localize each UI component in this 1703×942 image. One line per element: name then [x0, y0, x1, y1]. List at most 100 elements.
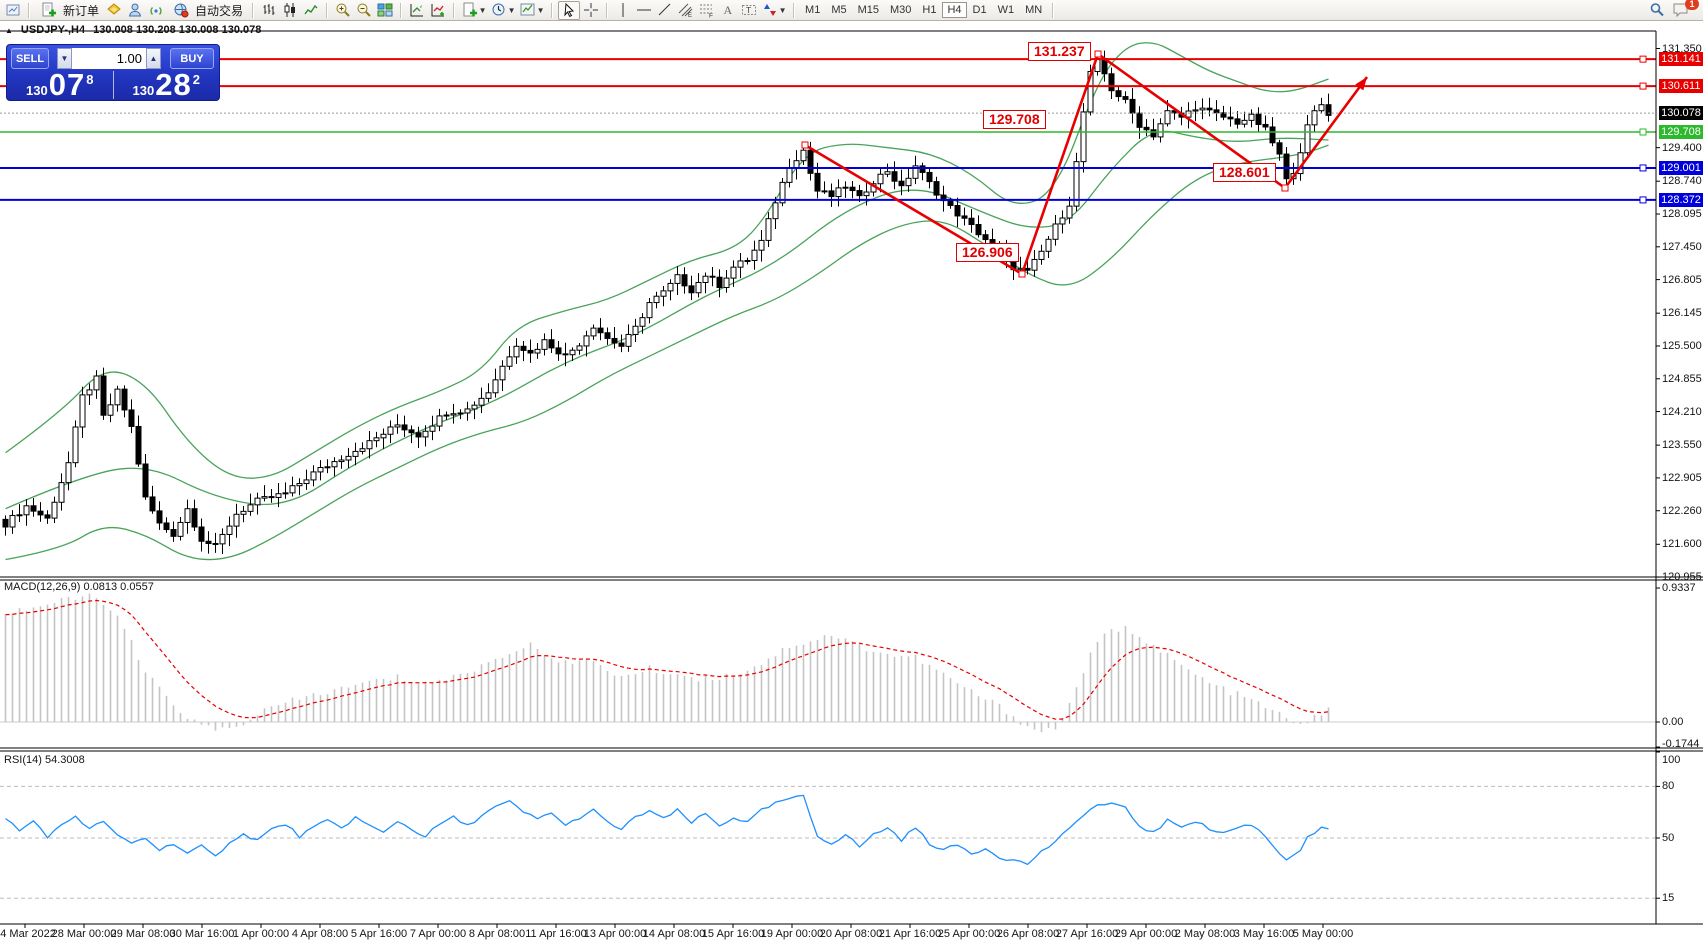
- time-label[interactable]: 28 Mar 00:00: [51, 928, 117, 940]
- time-label[interactable]: 5 May 00:00: [1292, 928, 1354, 940]
- time-label[interactable]: 5 Apr 16:00: [350, 928, 408, 940]
- time-label[interactable]: 3 May 16:00: [1233, 928, 1295, 940]
- price-callout-128.601[interactable]: 128.601: [1213, 163, 1276, 182]
- indicator-window-icon[interactable]: [407, 2, 427, 19]
- time-label[interactable]: 24 Mar 2022: [0, 928, 56, 940]
- buy-button[interactable]: BUY: [170, 48, 214, 69]
- horizontal-lines[interactable]: [0, 55, 1656, 204]
- timeframe-d1-button[interactable]: D1: [968, 2, 992, 18]
- autotrading-button[interactable]: 自动交易: [167, 1, 247, 19]
- horizontal-line-tool-icon[interactable]: [634, 2, 654, 19]
- new-order-button[interactable]: 新订单: [35, 1, 103, 19]
- volume-input[interactable]: [72, 48, 146, 69]
- price-tick[interactable]: 126.145: [1662, 307, 1702, 320]
- timeframe-m15-button[interactable]: M15: [853, 2, 884, 18]
- template-icon[interactable]: ▼: [518, 2, 546, 19]
- price-tick[interactable]: 122.260: [1662, 504, 1702, 517]
- signal-icon[interactable]: [146, 2, 166, 19]
- time-label[interactable]: 8 Apr 08:00: [468, 928, 526, 940]
- sell-button[interactable]: SELL: [11, 48, 49, 69]
- time-label[interactable]: 7 Apr 00:00: [409, 928, 467, 940]
- time-label[interactable]: 20 Apr 08:00: [819, 928, 883, 940]
- price-tick[interactable]: 122.905: [1662, 471, 1702, 484]
- volume-control: ▼ ▲: [57, 48, 161, 69]
- collapse-icon[interactable]: ▲: [5, 25, 13, 35]
- cursor-icon[interactable]: [558, 0, 581, 20]
- macd-scale-0.00[interactable]: 0.00: [1662, 716, 1684, 728]
- line-chart-icon[interactable]: [301, 2, 321, 19]
- macd-scale--0.1744[interactable]: -0.1744: [1662, 738, 1700, 750]
- price-tick[interactable]: 123.550: [1662, 439, 1702, 452]
- timeframe-h4-button[interactable]: H4: [942, 2, 967, 18]
- chart-window-icon[interactable]: [3, 2, 23, 19]
- price-tick[interactable]: 125.500: [1662, 339, 1702, 352]
- notifications-icon[interactable]: 1: [1668, 0, 1699, 19]
- channel-tool-icon[interactable]: E: [676, 2, 696, 19]
- price-callout-131.237[interactable]: 131.237: [1028, 42, 1091, 61]
- time-label[interactable]: 4 Apr 08:00: [291, 928, 349, 940]
- price-tick[interactable]: 131.350: [1662, 42, 1702, 55]
- tile-windows-icon[interactable]: [375, 2, 395, 19]
- buy-price[interactable]: 130 28 2: [114, 69, 220, 100]
- time-label[interactable]: 14 Apr 08:00: [642, 928, 706, 940]
- timeframe-mn-button[interactable]: MN: [1020, 2, 1047, 18]
- autotrading-icon: [171, 2, 191, 19]
- timeframe-m30-button[interactable]: M30: [885, 2, 916, 18]
- volume-decrease-button[interactable]: ▼: [57, 48, 72, 69]
- timeframe-h1-button[interactable]: H1: [917, 2, 941, 18]
- price-tick[interactable]: 124.855: [1662, 372, 1702, 385]
- time-label[interactable]: 1 Apr 00:00: [232, 928, 290, 940]
- time-label[interactable]: 2 May 08:00: [1174, 928, 1236, 940]
- rsi-scale-80[interactable]: 80: [1662, 780, 1675, 793]
- time-label[interactable]: 11 Apr 16:00: [525, 928, 587, 940]
- price-tick[interactable]: 120.955: [1662, 571, 1702, 584]
- fibonacci-tool-icon[interactable]: F: [697, 2, 717, 19]
- trendline-tool-icon[interactable]: [655, 2, 675, 19]
- time-label[interactable]: 25 Apr 00:00: [937, 928, 1001, 940]
- label-tool-icon[interactable]: T: [739, 2, 759, 19]
- vertical-line-tool-icon[interactable]: [613, 2, 633, 19]
- timeframe-m5-button[interactable]: M5: [826, 2, 851, 18]
- rsi-scale-100[interactable]: 100: [1662, 754, 1681, 766]
- time-label[interactable]: 26 Apr 08:00: [996, 928, 1060, 940]
- price-tick[interactable]: 128.095: [1662, 208, 1702, 221]
- add-indicator-icon[interactable]: ▼: [460, 2, 488, 19]
- time-label[interactable]: 13 Apr 00:00: [583, 928, 647, 940]
- time-label[interactable]: 29 Mar 08:00: [110, 928, 176, 940]
- price-callout-126.906[interactable]: 126.906: [956, 243, 1019, 262]
- price-callout-129.708[interactable]: 129.708: [983, 110, 1046, 129]
- rsi-scale-50[interactable]: 50: [1662, 832, 1675, 844]
- indicator-window-add-icon[interactable]: [428, 2, 448, 19]
- bar-chart-icon[interactable]: [259, 2, 279, 19]
- history-icon[interactable]: [104, 2, 124, 19]
- candlestick-chart-icon[interactable]: [280, 2, 300, 19]
- timeframe-w1-button[interactable]: W1: [993, 2, 1020, 18]
- sell-price[interactable]: 130 07 8: [7, 69, 113, 100]
- price-tick[interactable]: 129.400: [1662, 141, 1702, 154]
- time-label[interactable]: 29 Apr 00:00: [1114, 928, 1178, 940]
- volume-increase-button[interactable]: ▲: [146, 48, 161, 69]
- rsi-scale-15[interactable]: 15: [1662, 892, 1675, 905]
- price-tick[interactable]: 128.740: [1662, 175, 1702, 188]
- arrows-tool-icon[interactable]: ▼: [760, 2, 788, 19]
- time-label[interactable]: 15 Apr 16:00: [701, 928, 765, 940]
- zoom-in-icon[interactable]: [333, 2, 353, 19]
- zoom-out-icon[interactable]: [354, 2, 374, 19]
- trend-zigzag[interactable]: [801, 50, 1369, 278]
- time-label[interactable]: 27 Apr 16:00: [1055, 928, 1119, 940]
- price-tick[interactable]: 126.805: [1662, 273, 1702, 286]
- price-tick[interactable]: 124.210: [1662, 405, 1702, 418]
- price-tick[interactable]: 127.450: [1662, 240, 1702, 253]
- profile-icon[interactable]: [125, 2, 145, 19]
- price-tick[interactable]: 121.600: [1662, 538, 1702, 551]
- time-label[interactable]: 21 Apr 16:00: [878, 928, 942, 940]
- period-selector-icon[interactable]: ▼: [489, 2, 517, 19]
- text-tool-icon[interactable]: A: [718, 2, 738, 19]
- crosshair-icon[interactable]: [581, 2, 601, 19]
- time-label[interactable]: 19 Apr 00:00: [760, 928, 824, 940]
- search-icon[interactable]: [1647, 2, 1667, 19]
- time-label[interactable]: 30 Mar 16:00: [169, 928, 235, 940]
- timeframe-m1-button[interactable]: M1: [800, 2, 825, 18]
- macd-scale-0.9337[interactable]: 0.9337: [1662, 582, 1696, 594]
